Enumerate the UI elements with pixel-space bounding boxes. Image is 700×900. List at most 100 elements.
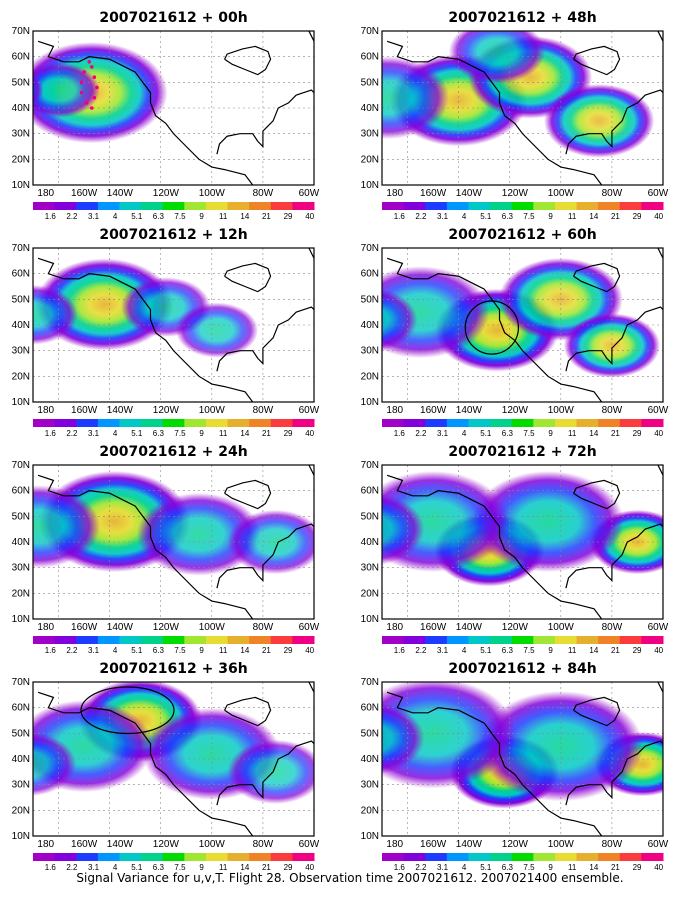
y-tick-label: 40N <box>361 537 379 548</box>
map-frame <box>381 30 664 186</box>
y-tick-label: 30N <box>361 563 379 574</box>
colorbar-swatch <box>554 202 578 210</box>
colorbar-swatch <box>576 419 599 427</box>
colorbar-label: 9 <box>548 429 553 438</box>
variance-blob-1 <box>33 284 78 345</box>
colorbar-swatch <box>119 853 142 861</box>
map-frame <box>381 681 664 837</box>
colorbar-label: 11 <box>219 646 228 655</box>
colorbar-swatch <box>54 636 77 644</box>
colorbar-label: 11 <box>568 429 577 438</box>
y-tick-label: 70N <box>12 26 30 37</box>
x-tick-label: 160W <box>420 839 447 850</box>
x-tick-label: 100W <box>548 622 575 633</box>
x-tick-label: 80W <box>602 405 623 416</box>
colorbar-label: 5.1 <box>131 429 143 438</box>
colorbar-label: 2.2 <box>66 646 78 655</box>
y-tick-label: 30N <box>361 346 379 357</box>
colorbar-swatch <box>76 202 99 210</box>
colorbar-swatch <box>533 636 556 644</box>
flight-track-point <box>95 85 99 90</box>
colorbar-label: 1.6 <box>45 429 57 438</box>
map-panel-p48: 2007021612 + 48h 10N 20N 30N 40N 50N 60N 70N 180… <box>361 10 669 221</box>
x-tick-label: 60W <box>299 188 320 199</box>
coastline <box>37 682 314 836</box>
colorbar-swatch <box>641 636 664 644</box>
flight-track-point <box>84 101 89 105</box>
x-tick-label: 80W <box>253 839 274 850</box>
colorbar-swatch <box>184 853 207 861</box>
colorbar-label: 4 <box>462 212 467 221</box>
colorbar-swatch <box>598 636 621 644</box>
colorbar-label: 40 <box>654 212 663 221</box>
x-tick-label: 140W <box>107 405 134 416</box>
x-tick-label: 140W <box>456 405 483 416</box>
x-tick-label: 100W <box>199 405 226 416</box>
colorbar-swatch <box>33 202 56 210</box>
colorbar-label: 9 <box>199 212 204 221</box>
highlight-circle <box>80 686 175 735</box>
colorbar-swatch <box>227 853 250 861</box>
colorbar-label: 40 <box>654 429 663 438</box>
colorbar-swatch <box>533 419 556 427</box>
variance-blob-3 <box>175 302 259 358</box>
x-tick-label: 100W <box>548 839 575 850</box>
y-tick-label: 30N <box>12 780 30 791</box>
x-tick-label: 140W <box>107 839 134 850</box>
variance-blob-3 <box>227 509 314 575</box>
colorbar-swatch <box>468 419 491 427</box>
x-tick-label: 180 <box>386 188 403 199</box>
colorbar-swatch <box>554 636 578 644</box>
colorbar-label: 4 <box>113 646 118 655</box>
colorbar-label: 21 <box>262 863 271 872</box>
colorbar-swatch <box>162 419 185 427</box>
colorbar-swatch <box>403 419 426 427</box>
colorbar-label: 14 <box>240 863 249 872</box>
colorbar-label: 2.2 <box>66 212 78 221</box>
colorbar-label: 40 <box>305 863 314 872</box>
y-tick-label: 20N <box>12 154 30 165</box>
colorbar-swatch <box>119 202 142 210</box>
x-tick-label: 60W <box>299 622 320 633</box>
colorbar-label: 3.1 <box>437 646 449 655</box>
colorbar-label: 29 <box>633 212 642 221</box>
graticule <box>382 682 663 836</box>
colorbar-label: 4 <box>462 429 467 438</box>
y-tick-label: 50N <box>12 728 30 739</box>
colorbar-label: 14 <box>589 212 598 221</box>
coastline <box>386 248 663 402</box>
colorbar-label: 1.6 <box>394 646 406 655</box>
colorbar-swatch <box>403 202 426 210</box>
colorbar-label: 7.5 <box>174 212 186 221</box>
flight-track-point <box>92 75 97 79</box>
x-tick-label: 180 <box>37 839 54 850</box>
variance-blob-2 <box>543 84 655 158</box>
x-tick-label: 60W <box>299 839 320 850</box>
y-tick-label: 70N <box>361 677 379 688</box>
colorbar-label: 29 <box>633 863 642 872</box>
y-tick-label: 50N <box>12 294 30 305</box>
colorbar-swatch <box>292 853 315 861</box>
y-tick-label: 70N <box>361 26 379 37</box>
colorbar-swatch <box>227 202 250 210</box>
colorbar-swatch <box>76 419 99 427</box>
colorbar-label: 6.3 <box>502 212 514 221</box>
map-frame <box>32 464 315 620</box>
x-tick-label: 120W <box>502 622 529 633</box>
colorbar-swatch <box>533 202 556 210</box>
colorbar-label: 29 <box>284 646 293 655</box>
coastline <box>386 465 663 619</box>
y-tick-label: 40N <box>361 320 379 331</box>
colorbar-swatch <box>403 636 426 644</box>
y-tick-label: 70N <box>12 677 30 688</box>
colorbar-label: 2.2 <box>66 429 78 438</box>
y-tick-label: 60N <box>12 486 30 497</box>
x-tick-label: 80W <box>602 622 623 633</box>
colorbar-label: 21 <box>262 429 271 438</box>
y-tick-label: 10N <box>12 180 30 191</box>
colorbar-swatch <box>292 202 315 210</box>
colorbar-label: 4 <box>113 212 118 221</box>
colorbar-swatch <box>249 419 272 427</box>
panel-title: 2007021612 + 60h <box>448 227 596 243</box>
colorbar-label: 7.5 <box>174 429 186 438</box>
